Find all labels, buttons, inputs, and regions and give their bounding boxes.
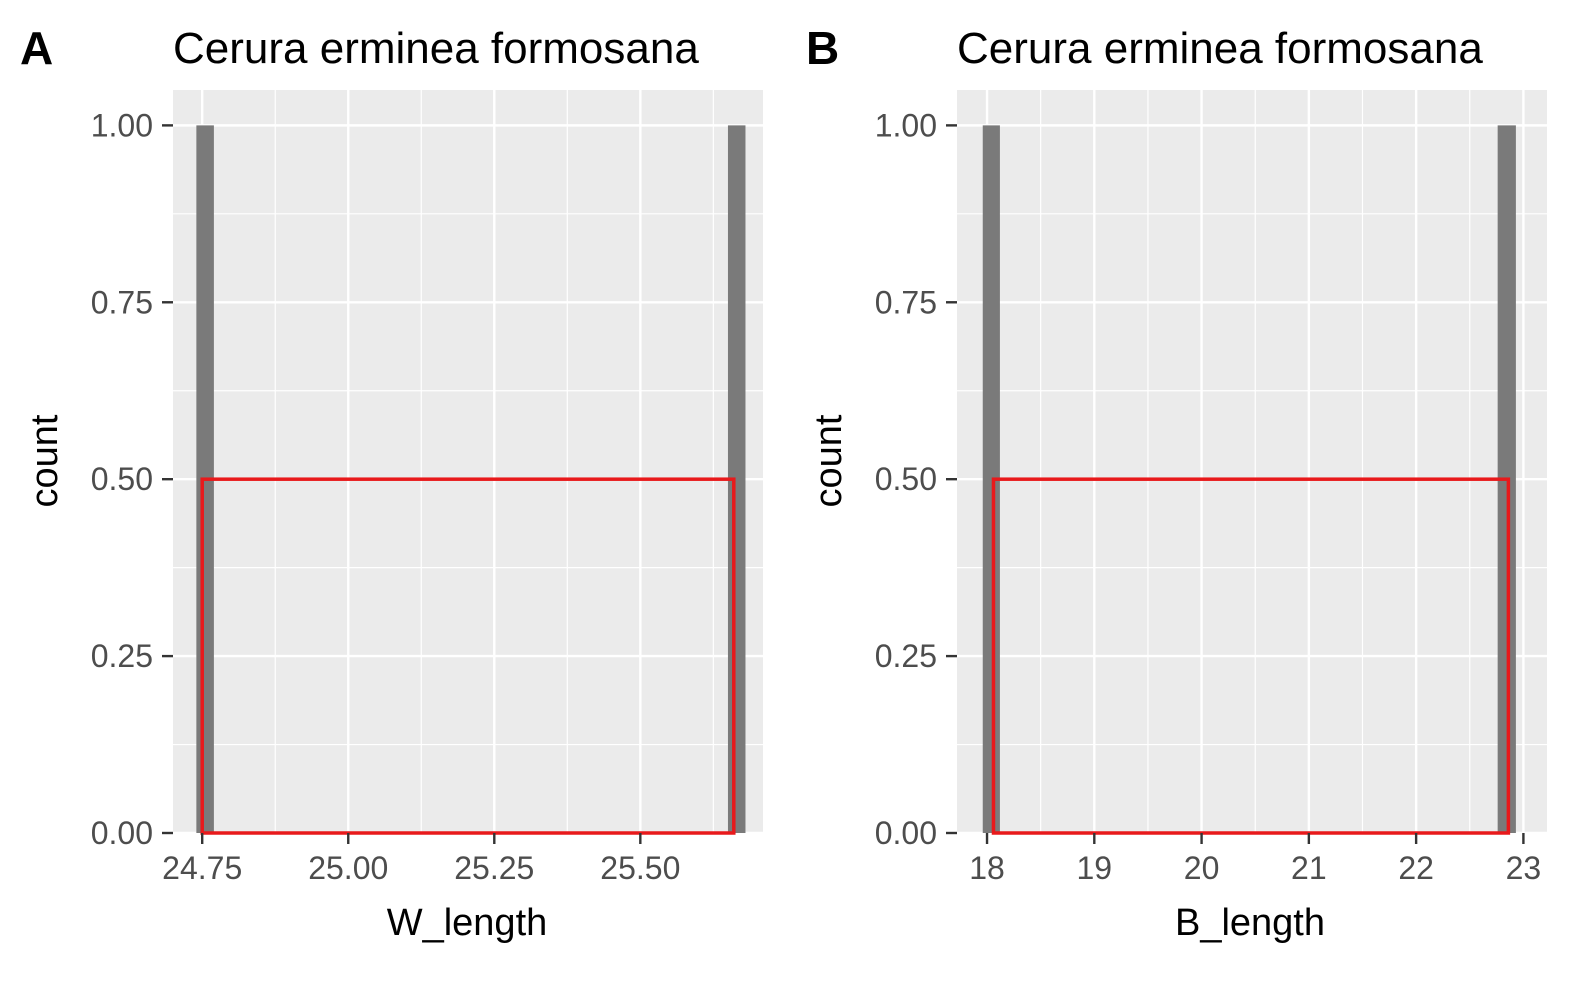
y-tick-label: 0.25 (875, 638, 937, 674)
plot-background (957, 90, 1547, 833)
highlight-box (200, 477, 736, 835)
panel-letter: B (806, 22, 839, 74)
y-tick-label: 1.00 (875, 107, 937, 143)
x-axis: 18 19 20 21 22 23 (969, 833, 1541, 886)
x-tick-label: 25.25 (454, 850, 534, 886)
x-tick-label: 25.50 (600, 850, 680, 886)
x-tick-label: 18 (969, 850, 1005, 886)
y-tick-label: 0.75 (875, 284, 937, 320)
y-tick-label: 0.00 (91, 815, 153, 851)
highlight-box-layer (991, 477, 1511, 835)
x-tick-label: 23 (1506, 850, 1542, 886)
highlight-box-layer (200, 477, 736, 835)
x-axis: 24.75 25.00 25.25 25.50 (162, 833, 680, 886)
y-axis-label: count (808, 414, 850, 507)
x-axis-label: W_length (387, 902, 548, 944)
x-tick-label: 22 (1398, 850, 1434, 886)
x-axis-label: B_length (1175, 902, 1325, 944)
plot-background (173, 90, 763, 833)
y-tick-label: 0.25 (91, 638, 153, 674)
y-tick-label: 1.00 (91, 107, 153, 143)
x-tick-label: 19 (1077, 850, 1113, 886)
y-axis: 0.00 0.25 0.50 0.75 1.00 (875, 107, 957, 851)
y-tick-label: 0.75 (91, 284, 153, 320)
y-axis: 0.00 0.25 0.50 0.75 1.00 (91, 107, 173, 851)
panel-title: Cerura erminea formosana (173, 24, 699, 73)
y-tick-label: 0.50 (875, 461, 937, 497)
panel-title: Cerura erminea formosana (957, 24, 1483, 73)
y-tick-label: 0.50 (91, 461, 153, 497)
y-tick-label: 0.00 (875, 815, 937, 851)
highlight-box (991, 477, 1511, 835)
x-tick-label: 21 (1291, 850, 1327, 886)
y-axis-label: count (24, 414, 66, 507)
x-tick-label: 24.75 (162, 850, 242, 886)
panel-letter: A (20, 22, 53, 74)
x-tick-label: 25.00 (308, 850, 388, 886)
panel-b: B Cerura erminea formosana 0.000.250.500… (806, 22, 1547, 944)
histogram-bar (982, 125, 1000, 833)
panel-a: A Cerura erminea formosana 0.000.250.500… (20, 22, 763, 944)
x-tick-label: 20 (1184, 850, 1220, 886)
